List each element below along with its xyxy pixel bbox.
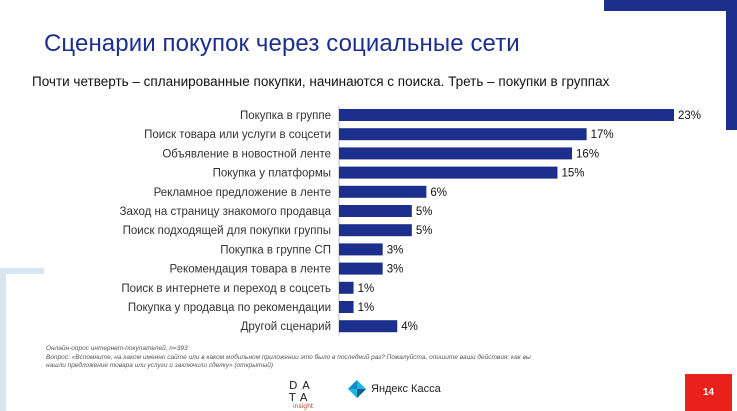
bar <box>339 128 587 141</box>
bar <box>339 185 427 198</box>
value-label: 15% <box>561 168 584 180</box>
survey-note: Онлайн-опрос интернет-покупателей, n=393… <box>46 345 686 371</box>
value-label: 6% <box>430 187 447 199</box>
bar-chart: Покупка в группе 23% Поиск товара или услу… <box>120 106 701 336</box>
page-number: 14 <box>702 387 715 398</box>
bar <box>339 262 383 275</box>
category-label: Покупка у платформы <box>213 168 331 180</box>
bar <box>339 320 398 333</box>
value-label: 23% <box>678 110 701 122</box>
page-number-badge: 14 <box>685 374 732 411</box>
bottom-left-frame-shape <box>0 268 44 411</box>
bar <box>339 109 674 121</box>
value-label: 5% <box>416 225 433 237</box>
bar <box>339 147 573 160</box>
bar <box>339 224 412 237</box>
category-label: Поиск товара или услуги в соцсети <box>144 129 331 141</box>
category-label: Покупка в группе <box>240 110 331 122</box>
category-label: Объявление в новостной ленте <box>162 148 331 160</box>
logo-text: insight <box>293 403 314 410</box>
bar <box>339 166 558 179</box>
logo-text: Яндекс Касса <box>371 383 441 395</box>
value-label: 5% <box>416 206 433 218</box>
kassa-icon <box>348 380 366 398</box>
note-line: Онлайн-опрос интернет-покупателей, n=393 <box>46 345 188 352</box>
category-label: Другой сценарий <box>241 321 331 333</box>
note-line: Вопрос: «Вспомните, на каком именно сайт… <box>46 353 531 361</box>
value-label: 16% <box>576 148 599 160</box>
yandex-kassa-logo: Яндекс Касса <box>347 378 441 400</box>
value-label: 17% <box>591 129 614 141</box>
category-label: Рекомендация товара в ленте <box>170 264 332 276</box>
page-subtitle: Почти четверть – спланированные покупки,… <box>32 74 610 89</box>
logo-text: DA <box>289 379 315 392</box>
value-label: 1% <box>358 302 375 314</box>
logo-text: TA <box>289 391 313 404</box>
bar <box>339 243 383 256</box>
note-line: нашли предложение товара или услуги и за… <box>46 362 274 369</box>
category-label: Рекламное предложение в ленте <box>154 187 331 199</box>
bar <box>339 281 354 294</box>
value-label: 3% <box>387 264 404 276</box>
page-title: Сценарии покупок через социальные сети <box>44 30 520 57</box>
category-label: Покупка в группе СП <box>220 244 331 256</box>
value-label: 4% <box>401 321 418 333</box>
bar <box>339 205 412 217</box>
value-label: 1% <box>358 283 375 295</box>
category-label: Покупка у продавца по рекомендации <box>128 302 331 314</box>
category-label: Поиск в интернете и переход в соцсеть <box>121 283 331 295</box>
value-label: 3% <box>387 244 404 256</box>
category-label: Поиск подходящей для покупки группы <box>123 225 331 237</box>
category-label: Заход на страницу знакомого продавца <box>120 206 332 218</box>
bar <box>339 301 354 313</box>
data-insight-logo: DA TA insight <box>289 377 323 411</box>
